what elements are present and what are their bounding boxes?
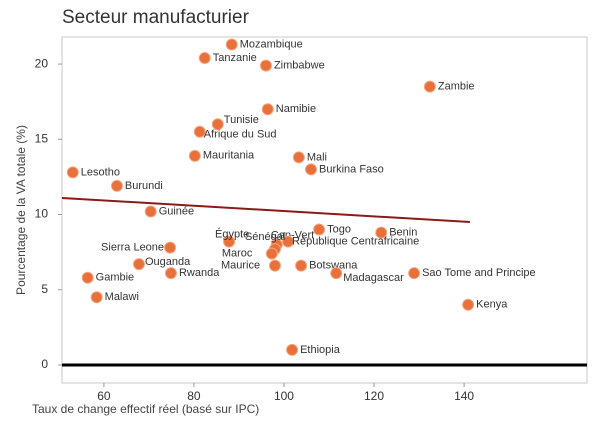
- point: [295, 259, 308, 272]
- point-label: Namibie: [276, 103, 316, 115]
- y-axis-label: Pourcentage de la VA totale (%): [14, 125, 28, 295]
- point: [90, 291, 103, 304]
- point-label: Zimbabwe: [274, 59, 325, 71]
- point: [304, 163, 317, 176]
- point-label: Afrique du Sud: [204, 129, 277, 141]
- point-label: Madagascar: [343, 272, 404, 284]
- point: [188, 149, 201, 162]
- point-label: Tunisie: [224, 114, 259, 126]
- point: [211, 118, 224, 131]
- point-label: Sénégal: [245, 231, 285, 243]
- point: [462, 298, 475, 311]
- plot-area: [61, 36, 588, 384]
- point: [164, 267, 177, 280]
- point-label: Gambie: [96, 272, 135, 284]
- y-tick-label: 0: [41, 357, 48, 371]
- point-label: Rwanda: [179, 267, 220, 279]
- point: [313, 223, 326, 236]
- point: [193, 125, 206, 138]
- point-label: République Centrafricaine: [292, 235, 419, 247]
- point: [66, 166, 79, 179]
- point-label: Lesotho: [81, 166, 120, 178]
- point-label: Benin: [389, 226, 417, 238]
- point: [423, 80, 436, 93]
- chart-title: Secteur manufacturier: [62, 7, 250, 28]
- point-label: Zambie: [438, 81, 475, 93]
- point-label: Maurice: [221, 260, 260, 272]
- point: [110, 179, 123, 192]
- x-tick-label: 100: [274, 389, 294, 403]
- y-tick-label: 15: [35, 131, 49, 145]
- point: [198, 52, 211, 65]
- x-tick-label: 120: [364, 389, 384, 403]
- point: [282, 235, 295, 248]
- point-label: Botswana: [309, 260, 358, 272]
- point: [225, 38, 238, 51]
- point: [286, 343, 299, 356]
- point-label: Mauritania: [203, 150, 255, 162]
- point-label: Burundi: [125, 180, 163, 192]
- y-tick-label: 20: [35, 56, 49, 70]
- trend-line: [61, 196, 470, 224]
- x-tick-label: 140: [454, 389, 474, 403]
- point: [164, 241, 177, 254]
- point-label: Sao Tome and Principe: [422, 267, 536, 279]
- point: [132, 258, 145, 271]
- point: [408, 267, 421, 280]
- y-tick-label: 5: [41, 282, 48, 296]
- point-label: Cap-Vert: [271, 230, 314, 242]
- point-label: Ouganda: [145, 256, 191, 268]
- point-label: Guinée: [159, 205, 194, 217]
- point-label: Égypte: [215, 227, 249, 240]
- point-label: Mali: [307, 151, 327, 163]
- point: [144, 205, 157, 218]
- point: [330, 267, 343, 280]
- point-label: Sierra Leone: [101, 242, 164, 254]
- point-label: Ethiopia: [300, 344, 341, 356]
- x-tick-label: 80: [187, 389, 201, 403]
- point: [223, 235, 236, 248]
- point-label: Togo: [327, 223, 351, 235]
- point-label: Malawi: [105, 291, 139, 303]
- point: [261, 103, 274, 116]
- point-label: Tanzanie: [213, 52, 257, 64]
- point: [268, 259, 281, 272]
- y-tick-label: 10: [35, 207, 49, 221]
- point-label: Burkina Faso: [319, 163, 384, 175]
- point-label: Mozambique: [240, 38, 303, 50]
- point-label: Kenya: [476, 299, 508, 311]
- point: [375, 226, 388, 239]
- x-axis-label: Taux de change effectif réel (basé sur I…: [32, 402, 259, 416]
- point: [81, 271, 94, 284]
- point-label: Maroc: [222, 248, 253, 260]
- x-tick-label: 60: [97, 389, 111, 403]
- point: [265, 247, 278, 260]
- point: [292, 151, 305, 164]
- point: [259, 59, 272, 72]
